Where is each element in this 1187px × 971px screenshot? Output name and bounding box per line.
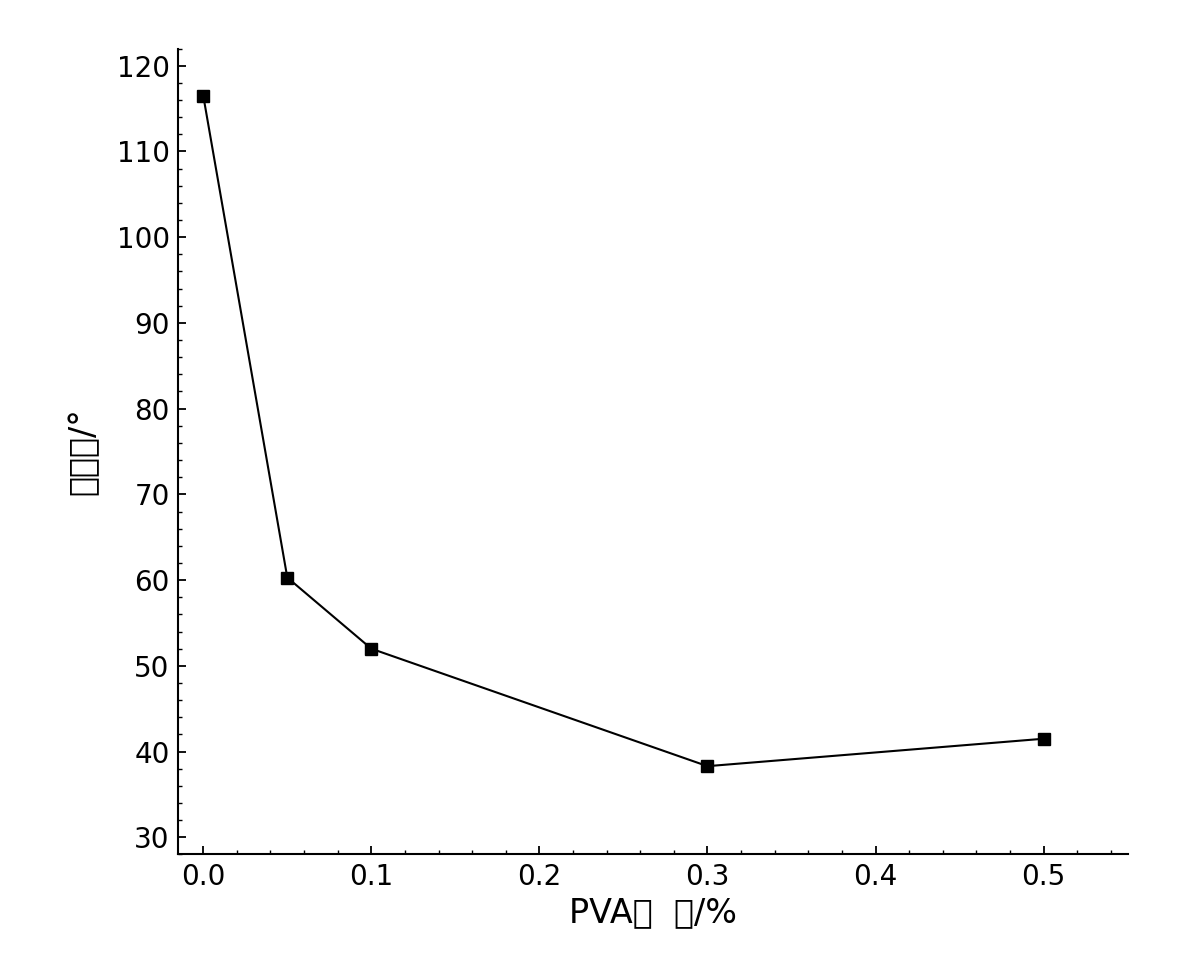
Y-axis label: 接触角/°: 接触角/° [66,408,100,495]
X-axis label: PVA浓  度/%: PVA浓 度/% [569,896,737,929]
